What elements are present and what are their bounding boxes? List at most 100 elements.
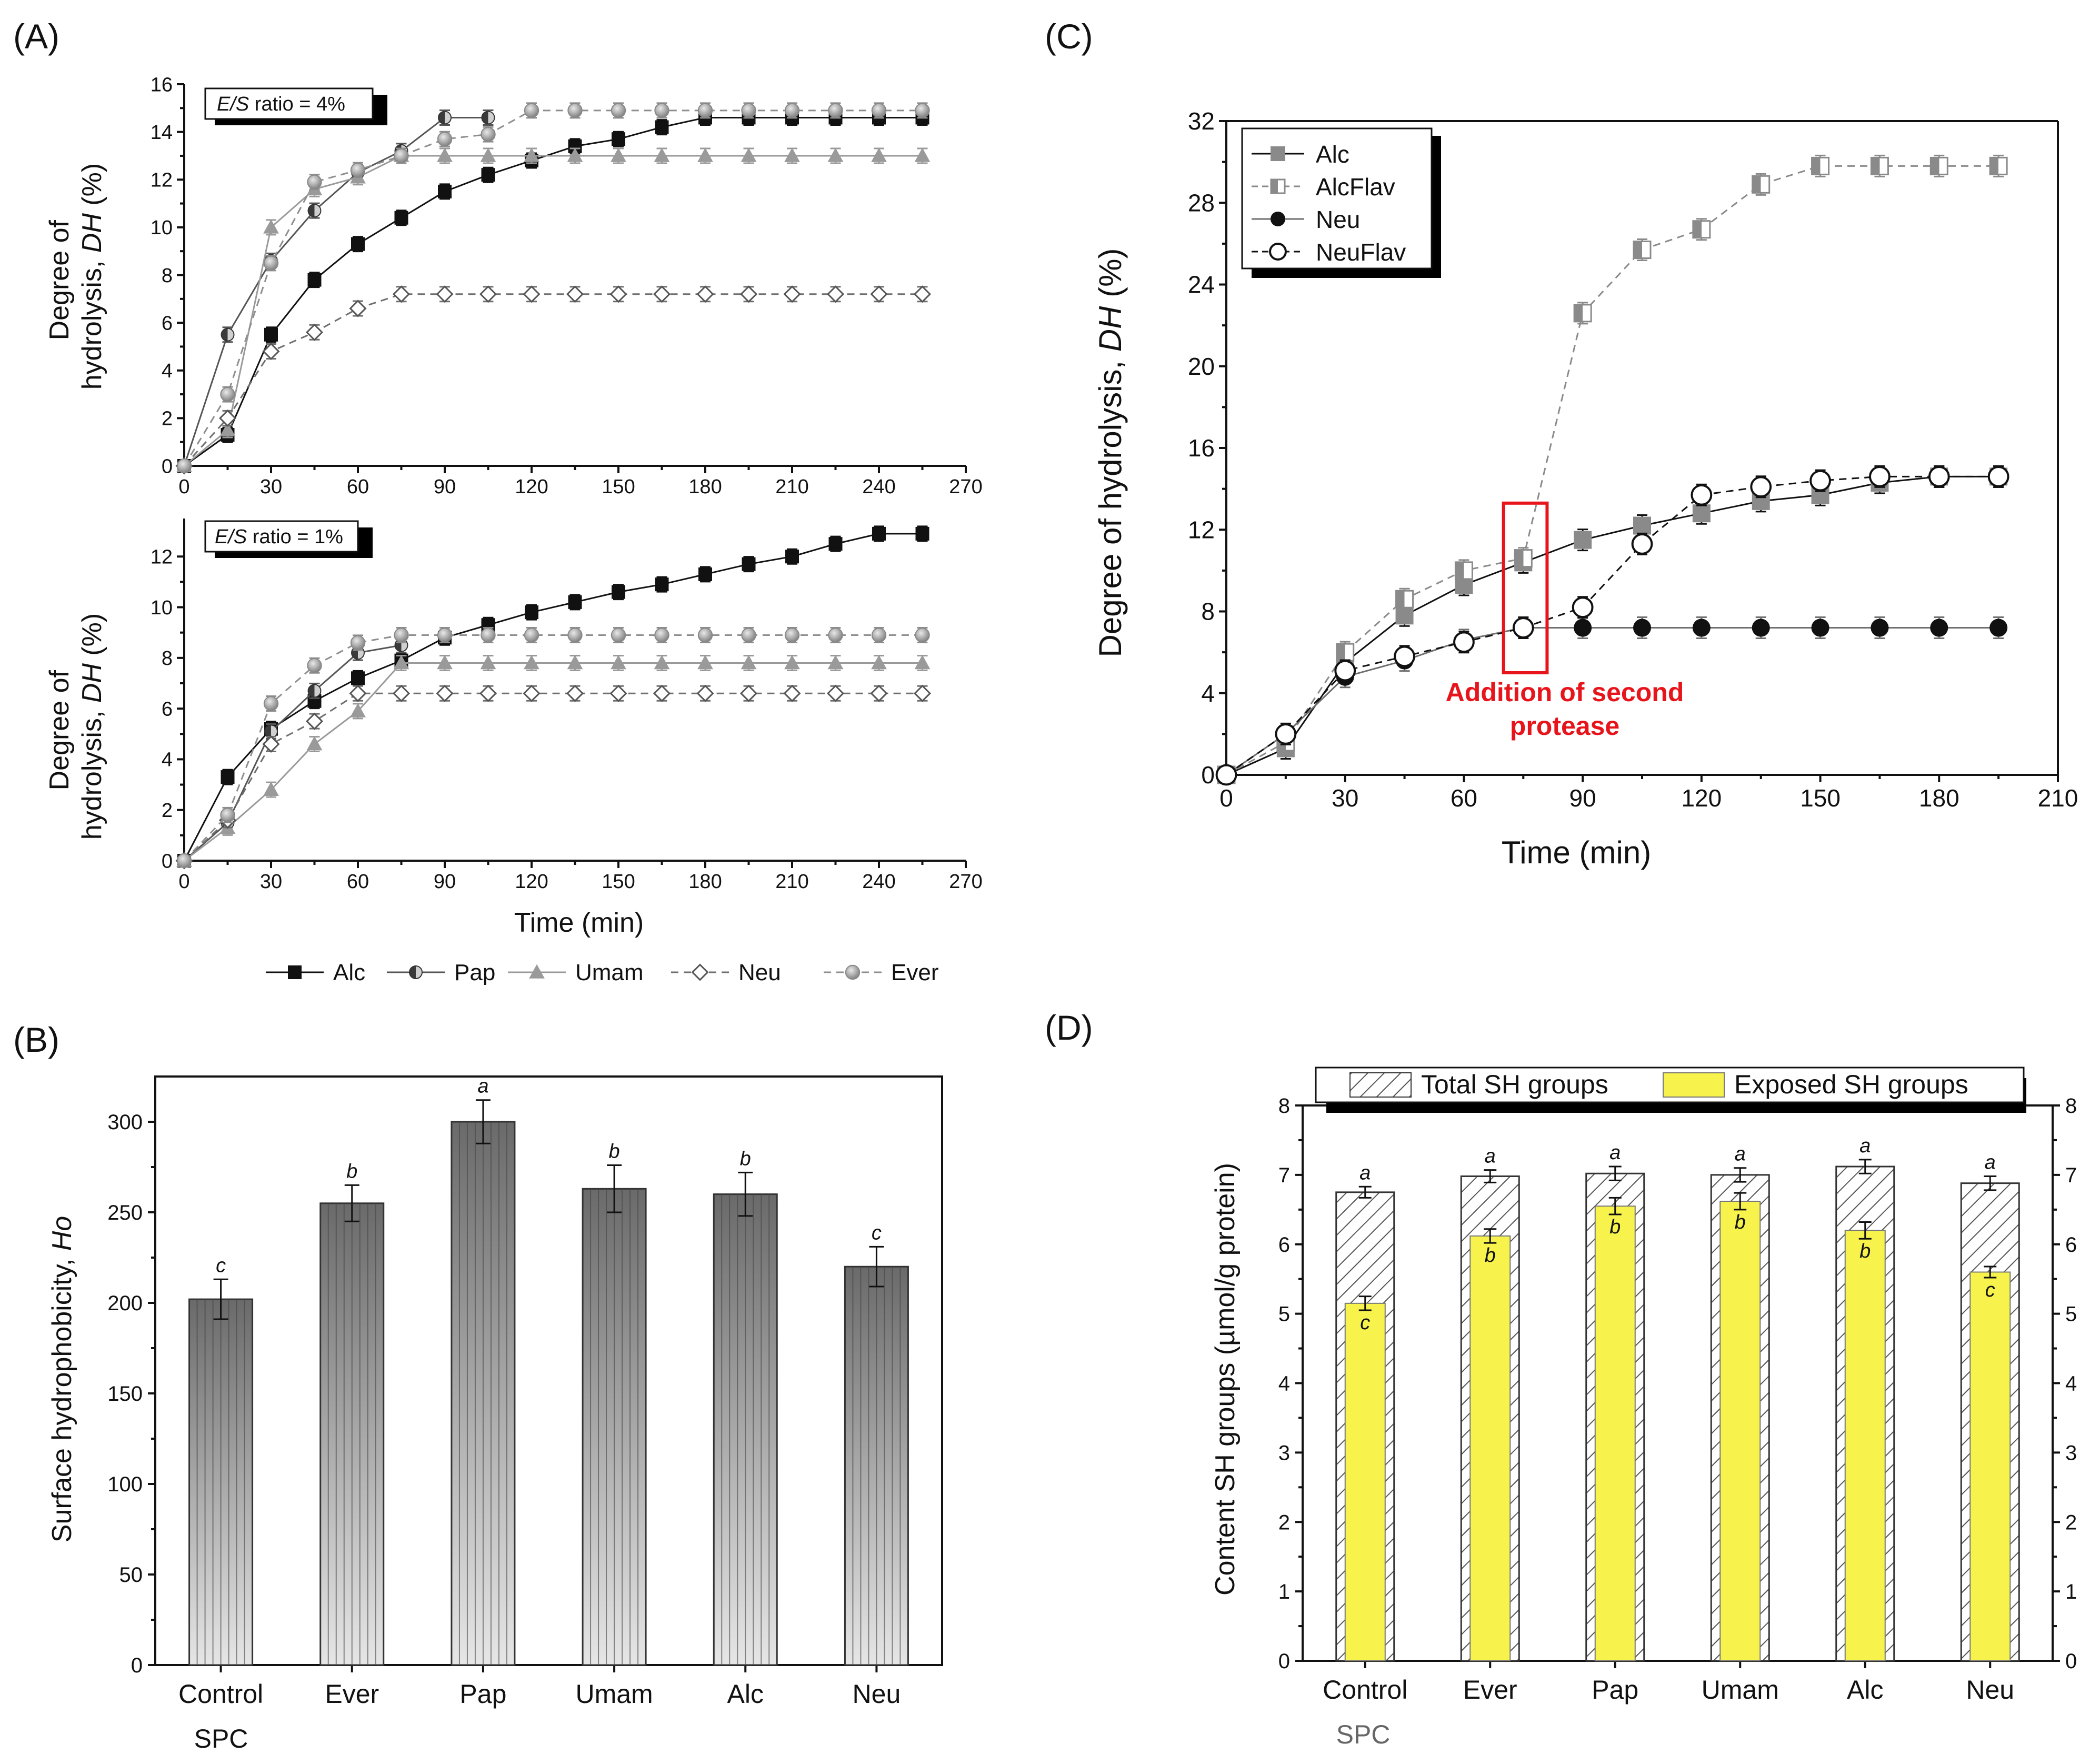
y-tick-label: 300	[107, 1111, 143, 1134]
data-point-ever	[176, 853, 192, 869]
data-point-alc	[742, 557, 756, 571]
significance-total: a	[1359, 1162, 1371, 1184]
y-tick-label: 10	[151, 597, 173, 619]
x-tick-label-control: Control	[178, 1679, 263, 1709]
data-point-neu	[783, 285, 801, 303]
data-point-alcflav	[1395, 590, 1414, 609]
y-tick-label: 2	[162, 800, 173, 822]
chart-d-ylabel: Content SH groups (µmol/g protein)	[1210, 1163, 1241, 1596]
data-point-alcflav	[1514, 549, 1533, 568]
y-tick-label-left: 7	[1278, 1164, 1290, 1187]
data-point-neu	[913, 285, 932, 303]
y-tick-label: 50	[119, 1563, 143, 1587]
chart-a-legend: Alc Pap Umam Neu Ever	[266, 960, 938, 985]
data-point-umam	[524, 147, 539, 162]
data-point-neu	[826, 684, 845, 702]
significance-total: a	[1609, 1142, 1621, 1164]
bar-exposed-alc	[1844, 1230, 1886, 1661]
data-point-umam	[871, 655, 887, 670]
series-alc	[177, 109, 929, 473]
panel-label-a: (A)	[13, 17, 59, 56]
data-point-umam	[784, 147, 800, 162]
chart-a-bottom-annotation-es: E/S	[215, 526, 247, 548]
data-point-ever	[220, 808, 235, 823]
data-point-ever	[741, 627, 756, 643]
chart-c-axes: 0 30 60 90 120 150 180 210 0 4 8 12 16 20 24 28 32	[1188, 107, 2078, 812]
data-point-alc	[264, 327, 278, 342]
y-tick-label-right: 6	[2065, 1233, 2077, 1257]
data-point-pap	[307, 684, 322, 698]
data-point-neuflav	[1987, 465, 2009, 487]
data-point-neu	[739, 285, 758, 303]
legend-item-total: Total SH groups	[1349, 1070, 1608, 1099]
data-point-alc	[481, 168, 495, 182]
bar-group-control: c	[188, 1254, 254, 1666]
data-point-neuflav	[1453, 631, 1475, 653]
chart-d-sublabel: SPC	[1336, 1720, 1391, 1749]
x-tick-label-control: Control	[1323, 1675, 1407, 1705]
chart-a-bottom-axes: 0 30 60 90 120 150 180 210 240 270 0 2 4 6 8 10 12	[151, 519, 983, 893]
data-point-ever	[524, 103, 539, 118]
y-tick-label: 14	[151, 122, 173, 144]
data-point-neu	[262, 342, 280, 361]
data-point-ever	[567, 627, 583, 643]
data-point-ever	[915, 627, 930, 643]
data-point-alc	[307, 273, 322, 287]
y-tick-label: 6	[162, 698, 173, 720]
data-point-ever	[481, 627, 496, 643]
legend-marker-neuflav	[1269, 243, 1287, 261]
x-tick-label-pap: Pap	[459, 1679, 506, 1709]
legend-marker-neu	[691, 963, 709, 981]
data-point-neuflav	[1750, 476, 1772, 498]
data-point-umam	[480, 147, 496, 162]
data-point-alcflav	[1870, 156, 1889, 175]
data-point-ever	[697, 627, 713, 643]
y-tick-label: 0	[1201, 761, 1215, 789]
data-point-neu	[609, 285, 627, 303]
series-line-umam	[184, 155, 923, 467]
data-point-alc	[394, 211, 408, 225]
data-point-alc	[872, 526, 886, 541]
panel-label-d: (D)	[1045, 1008, 1093, 1047]
significance-exposed: b	[1485, 1244, 1496, 1267]
series-line-pap	[183, 116, 488, 466]
data-point-pap	[438, 111, 452, 125]
significance-exposed: b	[1735, 1211, 1746, 1233]
data-point-pap	[481, 111, 495, 125]
data-point-neu	[1574, 619, 1592, 637]
data-point-neu	[436, 285, 454, 303]
data-point-neu	[305, 712, 324, 730]
data-point-umam	[827, 147, 844, 162]
bar-exposed-ever	[1469, 1235, 1511, 1662]
y-tick-label: 4	[162, 749, 173, 771]
series-ever	[176, 102, 930, 474]
y-tick-label-left: 3	[1278, 1441, 1290, 1464]
data-point-ever	[350, 162, 366, 178]
significance-total: a	[1985, 1152, 1996, 1174]
chart-a-top-axes: 0 30 60 90 120 150 180 210 240 270 0 2 4 6 8 10 12 14 16	[151, 74, 983, 498]
chart-a-top-annotation-es: E/S	[217, 93, 249, 115]
y-tick-label-right: 7	[2065, 1164, 2077, 1187]
data-point-alc	[351, 237, 365, 251]
y-tick-label-right: 8	[2065, 1094, 2077, 1118]
significance-exposed: b	[1609, 1216, 1621, 1238]
data-point-neu	[1871, 619, 1889, 637]
series-line-neu	[183, 692, 923, 862]
data-point-neu	[1811, 619, 1829, 637]
data-point-neuflav	[1928, 465, 1950, 487]
data-point-neu	[1989, 619, 2008, 637]
data-point-umam	[437, 147, 453, 162]
data-point-ever	[828, 627, 843, 643]
data-point-alc	[1692, 504, 1711, 523]
data-point-neu	[262, 735, 280, 753]
x-tick-label: 30	[260, 476, 282, 498]
chart-a-top-annotation-ratio: ratio = 4%	[249, 93, 345, 115]
bar-group-alc: b	[713, 1148, 778, 1666]
y-tick-label: 0	[131, 1654, 143, 1677]
series-alc	[177, 525, 929, 868]
bar-group-neu: c	[844, 1222, 909, 1666]
data-point-pap	[221, 327, 235, 342]
data-point-neu	[609, 684, 627, 702]
data-point-neu	[392, 684, 411, 702]
x-tick-label: 210	[775, 871, 808, 893]
